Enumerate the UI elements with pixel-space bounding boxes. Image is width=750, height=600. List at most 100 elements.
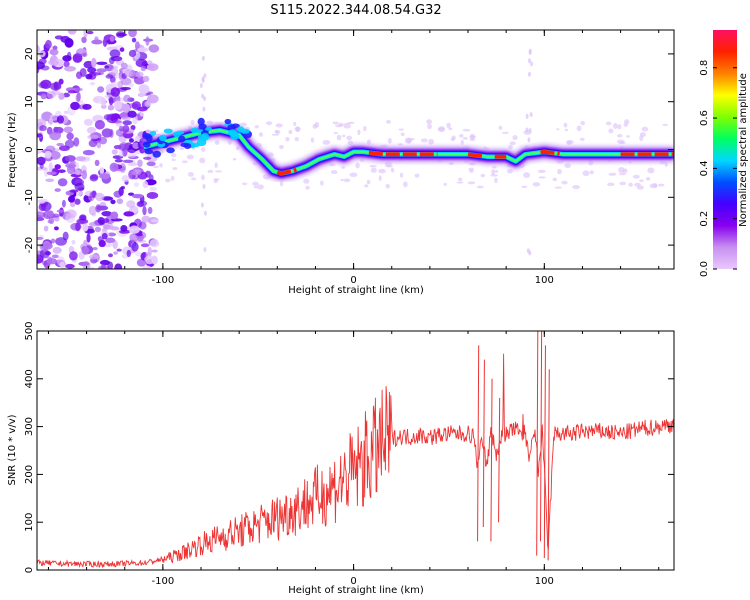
heatmap-speckle xyxy=(126,249,131,258)
heatmap-speckle xyxy=(133,182,140,187)
heatmap-speckle-faint xyxy=(399,172,404,178)
heatmap-speckle-faint xyxy=(340,178,344,182)
heatmap-speckle-faint xyxy=(274,130,279,134)
heatmap-speckle xyxy=(109,162,119,172)
heatmap-speckle xyxy=(113,145,122,150)
heatmap-speckle xyxy=(65,209,77,219)
heatmap-speckle xyxy=(88,139,98,148)
heatmap-speckle xyxy=(148,44,160,53)
heatmap-speckle-faint xyxy=(335,124,343,128)
heatmap-speckle xyxy=(83,118,93,126)
heatmap-speckle-faint xyxy=(343,178,351,183)
heatmap-speckle xyxy=(75,156,86,162)
heatmap-speckle xyxy=(127,162,138,167)
snr-lines xyxy=(37,331,674,569)
heatmap-speckle xyxy=(89,81,96,86)
heatmap-speckle xyxy=(146,63,159,72)
heatmap-speckle-faint xyxy=(428,138,434,145)
heatmap-speckle-faint xyxy=(305,185,310,190)
heatmap-speckle-faint xyxy=(271,133,280,136)
ridge-blob xyxy=(149,130,157,136)
heatmap-speckle xyxy=(131,242,139,252)
heatmap-speckle-faint xyxy=(181,160,188,164)
heatmap-speckle xyxy=(136,258,147,267)
heatmap-speckle xyxy=(48,162,53,173)
heatmap-speckle xyxy=(63,126,74,134)
heatmap-speckle-faint xyxy=(333,132,339,135)
heatmap-speckle xyxy=(131,101,142,110)
snr-xtick-label: 100 xyxy=(535,576,554,587)
heatmap-streak xyxy=(527,71,531,77)
heatmap-streak xyxy=(203,96,207,102)
heatmap-speckle xyxy=(57,169,66,173)
heatmap-speckle-faint xyxy=(278,145,284,150)
heatmap-speckle-faint xyxy=(310,137,315,143)
heatmap-speckle xyxy=(81,246,90,255)
heatmap-ytick-label: 0 xyxy=(24,146,35,152)
heatmap-speckle-faint xyxy=(492,165,497,169)
heatmap-speckle-faint xyxy=(437,126,446,133)
heatmap-speckle-faint xyxy=(201,147,206,152)
heatmap-speckle-faint xyxy=(256,184,264,190)
ridge-hot xyxy=(368,150,438,157)
heatmap-speckle-faint xyxy=(378,168,386,174)
heatmap-speckle xyxy=(64,65,76,72)
heatmap-speckle xyxy=(87,134,99,140)
heatmap-speckle xyxy=(128,83,134,88)
snr-ytick-label: 100 xyxy=(24,513,35,532)
heatmap-speckle-faint xyxy=(398,143,403,146)
heatmap-speckle-faint xyxy=(450,137,455,142)
snr-spike xyxy=(547,369,550,561)
heatmap-speckle xyxy=(75,93,80,103)
heatmap-speckle xyxy=(100,264,106,269)
heatmap-speckle xyxy=(67,30,77,35)
heatmap-ridge xyxy=(141,117,674,182)
heatmap-speckle xyxy=(104,65,109,69)
heatmap-speckle xyxy=(121,254,129,259)
heatmap-speckle-faint xyxy=(580,120,585,126)
heatmap-speckle xyxy=(54,35,64,40)
heatmap-streak xyxy=(529,112,533,118)
heatmap-speckle xyxy=(114,263,123,269)
heatmap-speckle-faint xyxy=(385,183,390,189)
heatmap-speckle-faint xyxy=(402,181,408,188)
snr-ytick-label: 300 xyxy=(24,417,35,436)
heatmap-speckle xyxy=(74,169,81,175)
colorbar-ticks: 0.0 0.2 0.4 0.6 0.8 xyxy=(699,60,737,277)
heatmap-speckle xyxy=(79,214,87,221)
snr-xlabel: Height of straight line (km) xyxy=(288,585,424,596)
heatmap-speckle xyxy=(134,150,141,155)
heatmap-speckle-faint xyxy=(469,133,475,140)
heatmap-speckle-faint xyxy=(252,181,259,186)
ridge-blob xyxy=(178,135,186,143)
heatmap-speckle xyxy=(37,217,45,221)
heatmap-speckle-faint xyxy=(605,121,612,126)
heatmap-speckle xyxy=(135,71,144,78)
heatmap-speckle xyxy=(39,125,47,132)
heatmap-speckle xyxy=(149,239,160,248)
heatmap-speckle xyxy=(144,255,155,265)
heatmap-speckle-faint xyxy=(523,172,531,179)
heatmap-speckle xyxy=(74,198,81,205)
heatmap-streak xyxy=(528,58,532,64)
heatmap-speckle-faint xyxy=(190,119,195,126)
heatmap-streak xyxy=(200,202,204,208)
heatmap-speckle xyxy=(45,178,55,183)
ridge-blob xyxy=(224,118,232,125)
heatmap-speckle-faint xyxy=(538,176,546,179)
heatmap-speckle xyxy=(47,219,53,224)
heatmap-speckle-faint xyxy=(279,180,284,187)
heatmap-speckle-faint xyxy=(649,183,658,189)
heatmap-speckle-faint xyxy=(623,122,629,127)
heatmap-speckle-faint xyxy=(459,133,464,138)
heatmap-speckle xyxy=(62,231,69,241)
heatmap-speckle xyxy=(138,84,150,95)
heatmap-speckle xyxy=(99,259,110,266)
heatmap-speckle-faint xyxy=(446,122,451,129)
heatmap-speckle xyxy=(68,195,76,203)
heatmap-speckle xyxy=(97,217,105,225)
heatmap-speckle xyxy=(120,224,128,232)
heatmap-speckle xyxy=(94,159,100,167)
heatmap-speckle xyxy=(56,209,65,213)
